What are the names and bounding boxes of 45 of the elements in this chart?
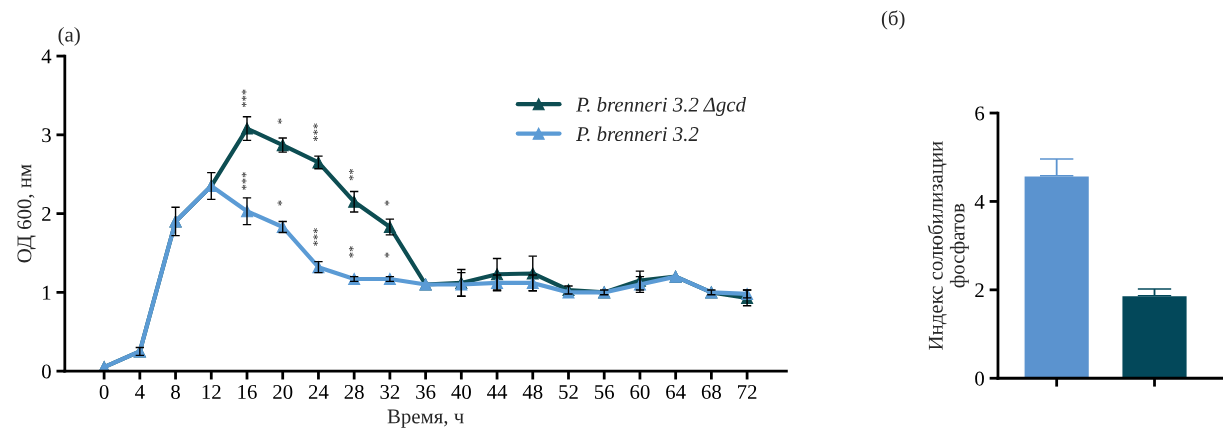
x-tick-label: 20 bbox=[273, 384, 293, 399]
x-tick-label: 36 bbox=[416, 384, 436, 399]
x-tick-label: 40 bbox=[451, 384, 471, 399]
y-axis-title: ОД 600, нм bbox=[17, 164, 36, 263]
y-tick-label: 2 bbox=[975, 283, 984, 298]
x-tick-label: 68 bbox=[701, 384, 721, 399]
x-tick-label: 44 bbox=[487, 385, 508, 399]
annotation: *** bbox=[241, 89, 247, 108]
x-tick-label: 48 bbox=[522, 384, 543, 399]
x-tick-label: 4 bbox=[135, 385, 145, 399]
x-tick-label: 72 bbox=[738, 384, 757, 399]
y-tick-label: 2 bbox=[42, 207, 51, 221]
x-tick-label: 28 bbox=[344, 384, 364, 399]
annotation: ** bbox=[348, 246, 354, 258]
x-tick-label: 56 bbox=[595, 384, 615, 399]
x-tick-label: 64 bbox=[666, 384, 686, 399]
chart-title: (б) bbox=[881, 10, 905, 30]
annotation: * bbox=[277, 118, 283, 124]
y-tick-label: 1 bbox=[43, 285, 51, 300]
x-tick-label: 16 bbox=[238, 384, 257, 399]
y-tick-label: 0 bbox=[975, 371, 984, 386]
y-tick-label: 0 bbox=[42, 364, 51, 379]
x-axis-title: Время, ч bbox=[387, 409, 464, 428]
y-tick-label: 6 bbox=[975, 106, 985, 121]
annotation: *** bbox=[313, 228, 318, 246]
annotation: * bbox=[384, 200, 390, 206]
annotation: *** bbox=[241, 172, 247, 190]
x-tick-label: 32 bbox=[380, 384, 400, 399]
y-axis-title: Индекс солюбилизации фосфатов bbox=[927, 141, 969, 350]
x-tick-label: 24 bbox=[308, 384, 329, 399]
annotation: *** bbox=[313, 123, 318, 141]
x-tick-label: 12 bbox=[202, 384, 221, 399]
annotation: * bbox=[384, 252, 390, 258]
y-tick-label: 3 bbox=[42, 128, 51, 143]
x-tick-label: 8 bbox=[171, 384, 180, 399]
legend-label: P. brenneri 3.2 Δgcd bbox=[576, 97, 747, 116]
y-tick-label: 4 bbox=[41, 49, 52, 64]
annotation: * bbox=[277, 200, 283, 206]
legend-label: P. brenneri 3.2 bbox=[576, 126, 699, 142]
x-tick-label: 0 bbox=[99, 384, 109, 399]
x-tick-label: 60 bbox=[630, 384, 650, 399]
chart-title: (a) bbox=[58, 26, 80, 46]
y-tick-label: 4 bbox=[974, 194, 985, 209]
annotation: ** bbox=[348, 169, 354, 181]
x-tick-label: 52 bbox=[559, 384, 578, 399]
